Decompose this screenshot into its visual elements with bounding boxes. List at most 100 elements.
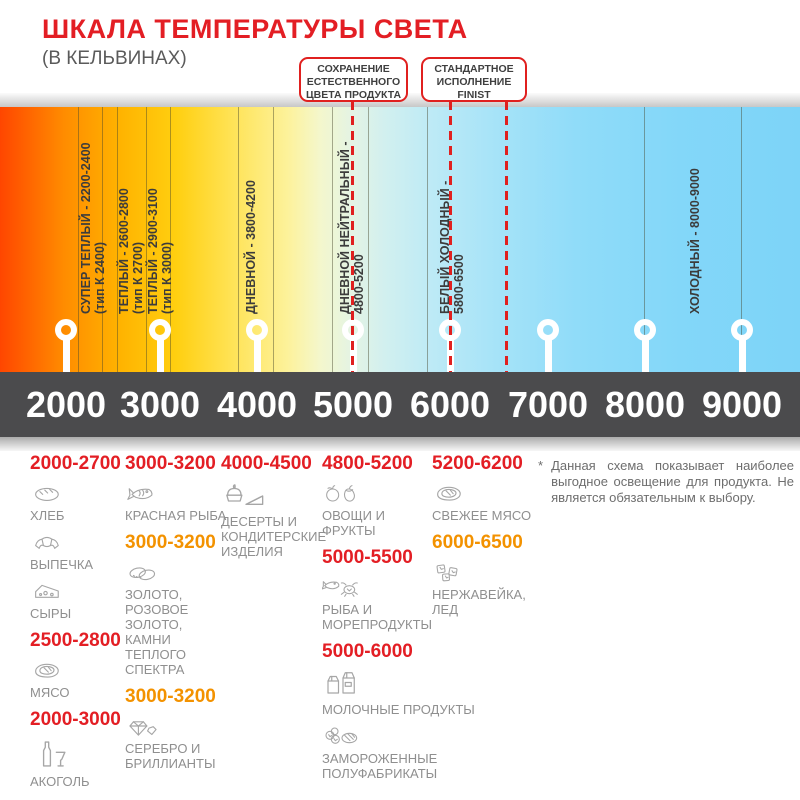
diamond-icon — [125, 714, 227, 738]
range-heading: 3000-3200 — [125, 686, 216, 707]
dessert-icon — [221, 481, 333, 511]
callout-line-5000 — [351, 101, 354, 388]
product-column-4: 4800-5200 ОВОЩИ И ФРУКТЫ 5000-5500 РЫБА … — [322, 453, 475, 788]
zone-label-super-warm: СУПЕР ТЕПЛЫЙ - 2200-2400 (тип К 2400) — [79, 142, 107, 314]
item-label: СВЕЖЕЕ МЯСО — [432, 508, 532, 523]
range-heading: 5000-6000 — [322, 641, 413, 662]
range-heading: 5200-6200 — [432, 453, 523, 474]
list-item: НЕРЖАВЕЙКА, ЛЕД — [432, 560, 538, 617]
tick-5000: 5000 — [312, 384, 394, 425]
tick-stem — [157, 337, 164, 392]
item-label: ОВОЩИ И ФРУКТЫ — [322, 508, 385, 538]
item-label: АКОГОЛЬ — [30, 774, 90, 789]
croissant-icon — [30, 530, 124, 554]
bread-icon — [30, 481, 124, 505]
fish-icon — [125, 481, 227, 505]
zone-label-warm-3000: ТЕПЛЫЙ - 2900-3100 (тип К 3000) — [146, 188, 174, 314]
kelvin-scale-bar — [0, 372, 800, 437]
list-item: СВЕЖЕЕ МЯСО — [432, 481, 538, 523]
zone-divider — [741, 107, 742, 372]
range-heading: 6000-6500 — [432, 532, 523, 553]
tick-9000: 9000 — [701, 384, 783, 425]
tick-2000: 2000 — [25, 384, 107, 425]
fruits-icon — [322, 481, 434, 505]
zone-divider — [117, 107, 118, 372]
tick-stem — [642, 337, 649, 392]
range-heading: 2000-3000 — [30, 709, 121, 730]
list-item: РЫБА И МОРЕПРОДУКТЫ — [322, 575, 434, 632]
zone-label-warm-2700: ТЕПЛЫЙ - 2600-2800 (тип К 2700) — [117, 188, 145, 314]
tick-6000: 6000 — [409, 384, 491, 425]
range-heading: 4800-5200 — [322, 453, 413, 474]
range-heading: 5000-5500 — [322, 547, 413, 568]
product-column-1: 2000-2700 ХЛЕБ ВЫПЕЧКА СЫРЫ 2500-2800 МЯ… — [30, 454, 124, 796]
list-item: ЗАМОРОЖЕННЫЕ ПОЛУФАБРИКАТЫ — [322, 724, 437, 781]
zone-divider — [273, 107, 274, 372]
rings-icon — [125, 560, 227, 584]
tick-stem — [739, 337, 746, 392]
page-title: ШКАЛА ТЕМПЕРАТУРЫ СВЕТА — [42, 14, 468, 44]
bottom-shadow-strip — [0, 437, 800, 451]
item-label: ЗОЛОТО, РОЗОВОЕ ЗОЛОТО, КАМНИ ТЕПЛОГО СП… — [125, 587, 189, 677]
zone-divider — [368, 107, 369, 372]
list-item: ХЛЕБ — [30, 481, 124, 523]
tick-4000: 4000 — [216, 384, 298, 425]
item-label: РЫБА И МОРЕПРОДУКТЫ — [322, 602, 433, 632]
zone-label-daylight: ДНЕВНОЙ - 3800-4200 — [244, 180, 258, 314]
zone-divider — [238, 107, 239, 372]
zone-label-cold: ХОЛОДНЫЙ - 8000-9000 — [688, 168, 702, 314]
item-label: ВЫПЕЧКА — [30, 557, 94, 572]
zone-divider — [78, 107, 79, 372]
callout-line-6000 — [449, 101, 452, 374]
tick-3000: 3000 — [119, 384, 201, 425]
callout-line-6500 — [505, 101, 508, 374]
product-column-3: 4000-4500 ДЕСЕРТЫ И КОНДИТЕРСКИЕ ИЗДЕЛИЯ — [221, 454, 333, 566]
seafood-icon — [322, 575, 434, 599]
milk-icon — [322, 669, 434, 699]
list-item: ВЫПЕЧКА — [30, 530, 124, 572]
cheese-icon — [30, 579, 124, 603]
item-label: МЯСО — [30, 685, 70, 700]
item-label: НЕРЖАВЕЙКА, ЛЕД — [432, 587, 526, 617]
tick-7000: 7000 — [507, 384, 589, 425]
range-heading: 2500-2800 — [30, 630, 121, 651]
item-label: МОЛОЧНЫЕ ПРОДУКТЫ — [322, 702, 475, 717]
callout-preserve-natural-color: СОХРАНЕНИЕ ЕСТЕСТВЕННОГО ЦВЕТА ПРОДУКТА — [299, 57, 408, 102]
tick-stem — [545, 337, 552, 392]
temperature-gradient-bar — [0, 107, 800, 372]
asterisk: * — [538, 458, 544, 473]
ice-cubes-icon — [432, 560, 538, 584]
item-label: СЫРЫ — [30, 606, 72, 621]
zone-divider — [146, 107, 147, 372]
callout-standard-finist: СТАНДАРТНОЕ ИСПОЛНЕНИЕ FINIST — [421, 57, 527, 102]
zone-divider — [170, 107, 171, 372]
product-column-2: 3000-3200 КРАСНАЯ РЫБА 3000-3200 ЗОЛОТО,… — [125, 454, 227, 778]
alcohol-icon — [30, 737, 124, 771]
page-subtitle: (В КЕЛЬВИНАХ) — [42, 48, 187, 69]
product-column-5: 5200-6200 СВЕЖЕЕ МЯСО 6000-6500 НЕРЖАВЕЙ… — [432, 454, 538, 624]
frozen-food-icon — [322, 724, 434, 748]
meat-icon — [30, 658, 124, 682]
item-label: ДЕСЕРТЫ И КОНДИТЕРСКИЕ ИЗДЕЛИЯ — [221, 514, 327, 559]
list-item: МЯСО — [30, 658, 124, 700]
range-heading: 4000-4500 — [221, 453, 312, 474]
fresh-meat-icon — [432, 481, 538, 505]
list-item: МОЛОЧНЫЕ ПРОДУКТЫ — [322, 669, 475, 717]
zone-label-white-cold: БЕЛЫЙ ХОЛОДНЫЙ -5800-6500 — [438, 180, 466, 314]
zone-divider — [332, 107, 333, 372]
list-item: СЕРЕБРО И БРИЛЛИАНТЫ — [125, 714, 227, 771]
tick-stem — [254, 337, 261, 392]
zone-divider — [102, 107, 103, 372]
footnote: * Данная схема показывает наиболее выгод… — [538, 458, 794, 506]
footnote-text: Данная схема показывает наиболее выгодно… — [551, 458, 794, 505]
list-item: ЗОЛОТО, РОЗОВОЕ ЗОЛОТО, КАМНИ ТЕПЛОГО СП… — [125, 560, 227, 677]
range-heading: 2000-2700 — [30, 453, 121, 474]
range-heading: 3000-3200 — [125, 453, 216, 474]
zone-divider — [427, 107, 428, 372]
zone-divider — [644, 107, 645, 372]
item-label: СЕРЕБРО И БРИЛЛИАНТЫ — [125, 741, 216, 771]
list-item: ОВОЩИ И ФРУКТЫ — [322, 481, 434, 538]
item-label: ХЛЕБ — [30, 508, 65, 523]
item-label: КРАСНАЯ РЫБА — [125, 508, 227, 523]
